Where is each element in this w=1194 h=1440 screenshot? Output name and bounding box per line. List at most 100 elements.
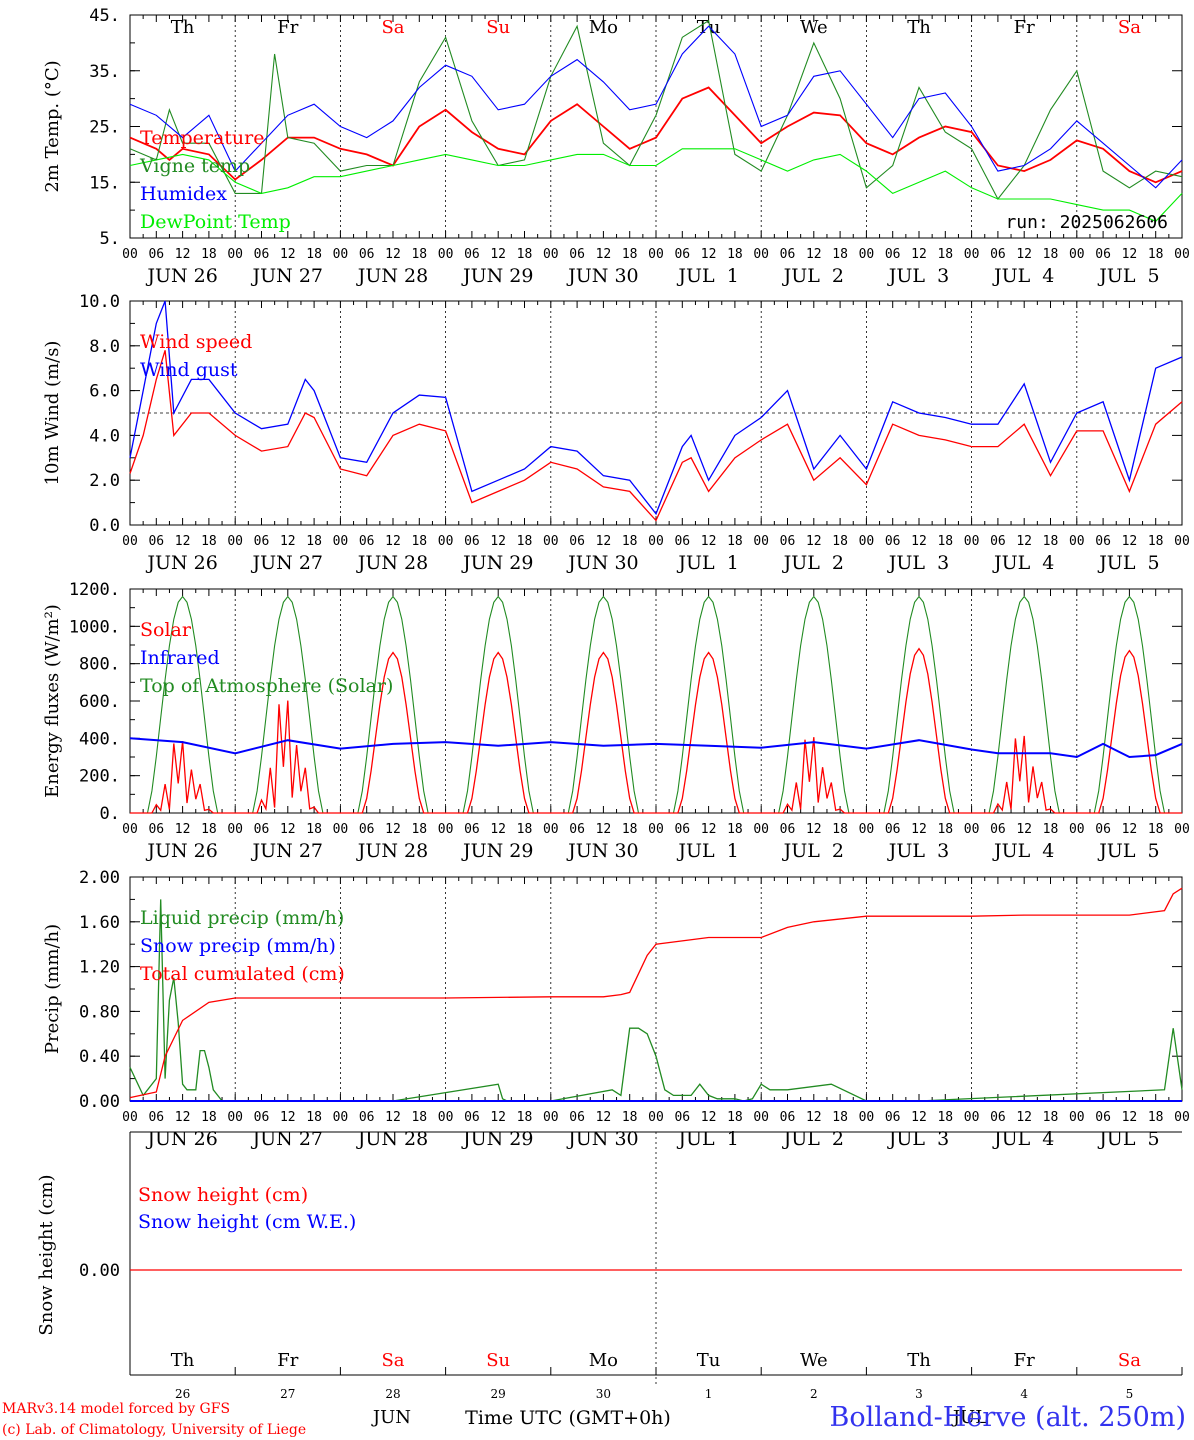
legend-entry: Wind speed [140,331,252,353]
y-axis-label: Precip (mm/h) [42,924,63,1054]
x-hour-label: 18 [832,822,848,837]
x-hour-label: 12 [701,247,717,262]
x-date-label: JUL 1 [676,1128,738,1150]
y-tick-label: 5. [100,229,120,249]
series-wind-gust [129,300,1183,516]
x-hour-label: 06 [990,247,1006,262]
run-annotation: run: 2025062606 [1005,212,1168,233]
weekday-label: Fr [277,17,298,38]
x-hour-label: 18 [622,534,638,549]
x-hour-label: 18 [306,1110,322,1125]
x-hour-label: 18 [201,534,217,549]
x-hour-label: 06 [674,534,690,549]
day-number-label: 30 [596,1387,611,1401]
x-date-label: JUL 1 [676,265,738,287]
panel-4: 0.00 0.40 0.80 1.20 1.60 2.00 Precip (mm/h) Liq… [42,868,1190,1150]
x-hour-label: 12 [1122,247,1138,262]
x-hour-label: 00 [753,1110,769,1125]
x-hour-label: 06 [674,1110,690,1125]
x-hour-label: 18 [832,247,848,262]
x-date-label: JUN 30 [566,265,638,287]
x-hour-label: 18 [1148,1110,1164,1125]
day-number-label: 29 [491,1387,506,1401]
x-hour-label: 18 [1043,534,1059,549]
x-hour-label: 06 [359,1110,375,1125]
x-date-label: JUL 2 [782,265,844,287]
x-hour-label: 06 [885,534,901,549]
x-hour-label: 12 [1016,1110,1032,1125]
x-hour-label: 06 [464,822,480,837]
x-hour-label: 12 [911,247,927,262]
x-hour-label: 12 [596,822,612,837]
x-hour-label: 06 [1095,822,1111,837]
weekday-label: Su [486,17,510,38]
x-hour-label: 06 [885,247,901,262]
month-label: JUL [951,1407,987,1428]
series-temperature [129,86,1183,184]
x-hour-label: 12 [911,822,927,837]
legend-entry: Snow height (cm W.E.) [138,1211,356,1233]
legend-entry: Humidex [140,183,227,205]
x-hour-label: 12 [385,822,401,837]
x-hour-label: 18 [1043,247,1059,262]
x-hour-label: 12 [280,247,296,262]
weekday-label: Sa [381,1350,404,1371]
x-hour-label: 18 [411,247,427,262]
x-hour-label: 18 [622,822,638,837]
x-hour-label: 00 [1174,822,1190,837]
weekday-label: Mo [589,1350,618,1371]
x-date-label: JUN 29 [461,840,533,862]
x-hour-label: 00 [227,534,243,549]
x-hour-label: 18 [1148,534,1164,549]
x-date-label: JUN 26 [145,552,217,574]
legend-entry: Liquid precip (mm/h) [140,907,344,929]
series-vigne-temp [129,19,1183,201]
x-hour-label: 00 [543,1110,559,1125]
x-hour-label: 18 [727,822,743,837]
y-tick-label: 1.60 [79,913,120,933]
y-axis-label: Snow height (cm) [36,1174,57,1335]
x-hour-label: 12 [701,534,717,549]
x-date-label: JUL 4 [992,1128,1054,1150]
x-date-label: JUL 1 [676,552,738,574]
x-hour-label: 12 [280,534,296,549]
x-hour-label: 00 [227,1110,243,1125]
x-hour-label: 12 [911,1110,927,1125]
x-hour-label: 06 [464,1110,480,1125]
y-tick-label: 800. [79,655,120,675]
x-hour-label: 00 [438,534,454,549]
x-hour-label: 18 [937,822,953,837]
x-hour-label: 00 [333,1110,349,1125]
x-date-label: JUL 3 [887,552,949,574]
x-hour-label: 18 [306,534,322,549]
x-hour-label: 06 [359,247,375,262]
y-tick-label: 6.0 [89,382,120,402]
panel-5: 0.00 Snow height (cm) Snow height (cm) Snow… [36,1131,1183,1429]
y-tick-label: 2.0 [89,471,120,491]
x-hour-label: 12 [490,247,506,262]
x-hour-label: 00 [648,1110,664,1125]
x-date-label: JUN 27 [251,265,323,287]
x-hour-label: 06 [148,534,164,549]
x-hour-label: 06 [464,247,480,262]
x-hour-label: 12 [1122,534,1138,549]
x-hour-label: 18 [411,534,427,549]
x-hour-label: 00 [543,822,559,837]
legend-entry: Solar [140,619,192,641]
series-solar [130,647,1182,814]
y-tick-label: 2.00 [79,868,120,888]
x-hour-label: 00 [438,1110,454,1125]
weekday-label: Sa [1118,1350,1141,1371]
weekday-label: Th [907,17,931,38]
x-hour-label: 06 [780,247,796,262]
weekday-label: Th [907,1350,931,1371]
weekday-label: Fr [1014,1350,1035,1371]
x-hour-label: 18 [622,247,638,262]
y-tick-label: 1200. [69,580,120,600]
x-hour-label: 06 [359,822,375,837]
x-hour-label: 18 [411,822,427,837]
x-hour-label: 12 [385,534,401,549]
x-hour-label: 00 [1174,247,1190,262]
day-number-label: 4 [1020,1387,1028,1401]
